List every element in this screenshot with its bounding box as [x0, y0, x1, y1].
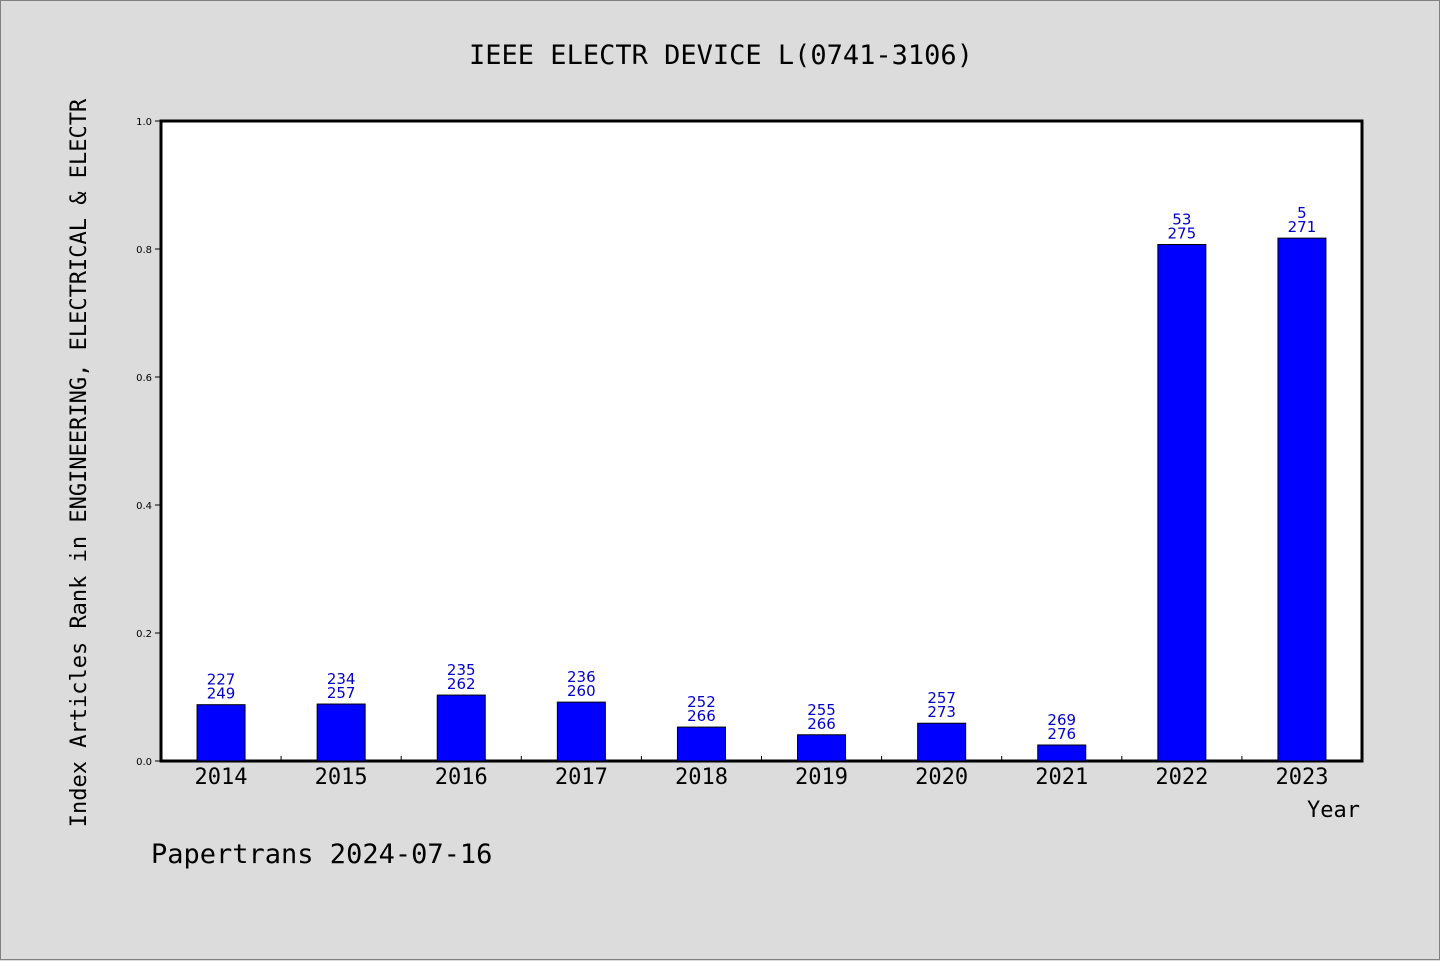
total-label: 262	[447, 675, 476, 693]
rank-label: 257	[927, 689, 956, 707]
rank-label: 236	[567, 668, 596, 686]
rank-label: 5	[1297, 204, 1307, 222]
total-label: 273	[927, 703, 956, 721]
bar-2017	[556, 701, 606, 762]
rank-label: 235	[447, 661, 476, 679]
y-tick-label: 0.0	[136, 757, 152, 768]
x-tick-label: 2019	[795, 765, 848, 790]
bar-2023	[1277, 237, 1327, 762]
total-label: 276	[1047, 725, 1076, 743]
y-tick-label: 0.6	[136, 373, 152, 384]
bar-2015	[316, 703, 366, 762]
x-tick-label: 2018	[675, 765, 728, 790]
rank-label: 252	[687, 693, 716, 711]
rank-label: 227	[207, 671, 236, 689]
x-axis-ticks: 2014 2015 2016 2017 2018 2019 2020 2021 2022 2023	[195, 756, 1328, 790]
bar-2021	[1037, 744, 1087, 762]
bars	[196, 237, 1327, 762]
bar-2022	[1157, 244, 1207, 762]
bar-2018	[676, 726, 726, 762]
x-tick-label: 2021	[1035, 765, 1088, 790]
x-axis-label: Year	[1307, 798, 1360, 823]
bar-2016	[436, 694, 486, 762]
y-axis-label: Index Articles Rank in ENGINEERING, ELEC…	[67, 98, 92, 827]
rank-label: 269	[1047, 711, 1076, 729]
x-tick-label: 2015	[315, 765, 368, 790]
total-label: 257	[327, 684, 356, 702]
x-tick-label: 2016	[435, 765, 488, 790]
total-label: 266	[807, 715, 836, 733]
y-tick-label: 0.4	[136, 501, 152, 512]
x-tick-label: 2017	[555, 765, 608, 790]
total-label: 275	[1168, 225, 1197, 243]
x-tick-label: 2023	[1275, 765, 1328, 790]
bar-2019	[797, 734, 847, 762]
bar-2020	[917, 722, 967, 762]
bar-2014	[196, 704, 246, 762]
x-tick-label: 2014	[195, 765, 248, 790]
total-label: 260	[567, 682, 596, 700]
x-tick-label: 2020	[915, 765, 968, 790]
x-tick-label: 2022	[1155, 765, 1208, 790]
y-tick-label: 1.0	[136, 117, 152, 128]
y-axis-ticks: 0.0 0.2 0.4 0.6 0.8 1.0	[136, 117, 161, 768]
total-label: 266	[687, 707, 716, 725]
total-label: 271	[1288, 218, 1317, 236]
rank-label: 53	[1172, 211, 1191, 229]
total-label: 249	[207, 685, 236, 703]
rank-label: 255	[807, 701, 836, 719]
chart-title: IEEE ELECTR DEVICE L(0741-3106)	[469, 40, 973, 71]
credit-text: Papertrans 2024-07-16	[151, 839, 492, 870]
y-tick-label: 0.8	[136, 245, 152, 256]
rank-label: 234	[327, 670, 356, 688]
y-tick-label: 0.2	[136, 629, 152, 640]
